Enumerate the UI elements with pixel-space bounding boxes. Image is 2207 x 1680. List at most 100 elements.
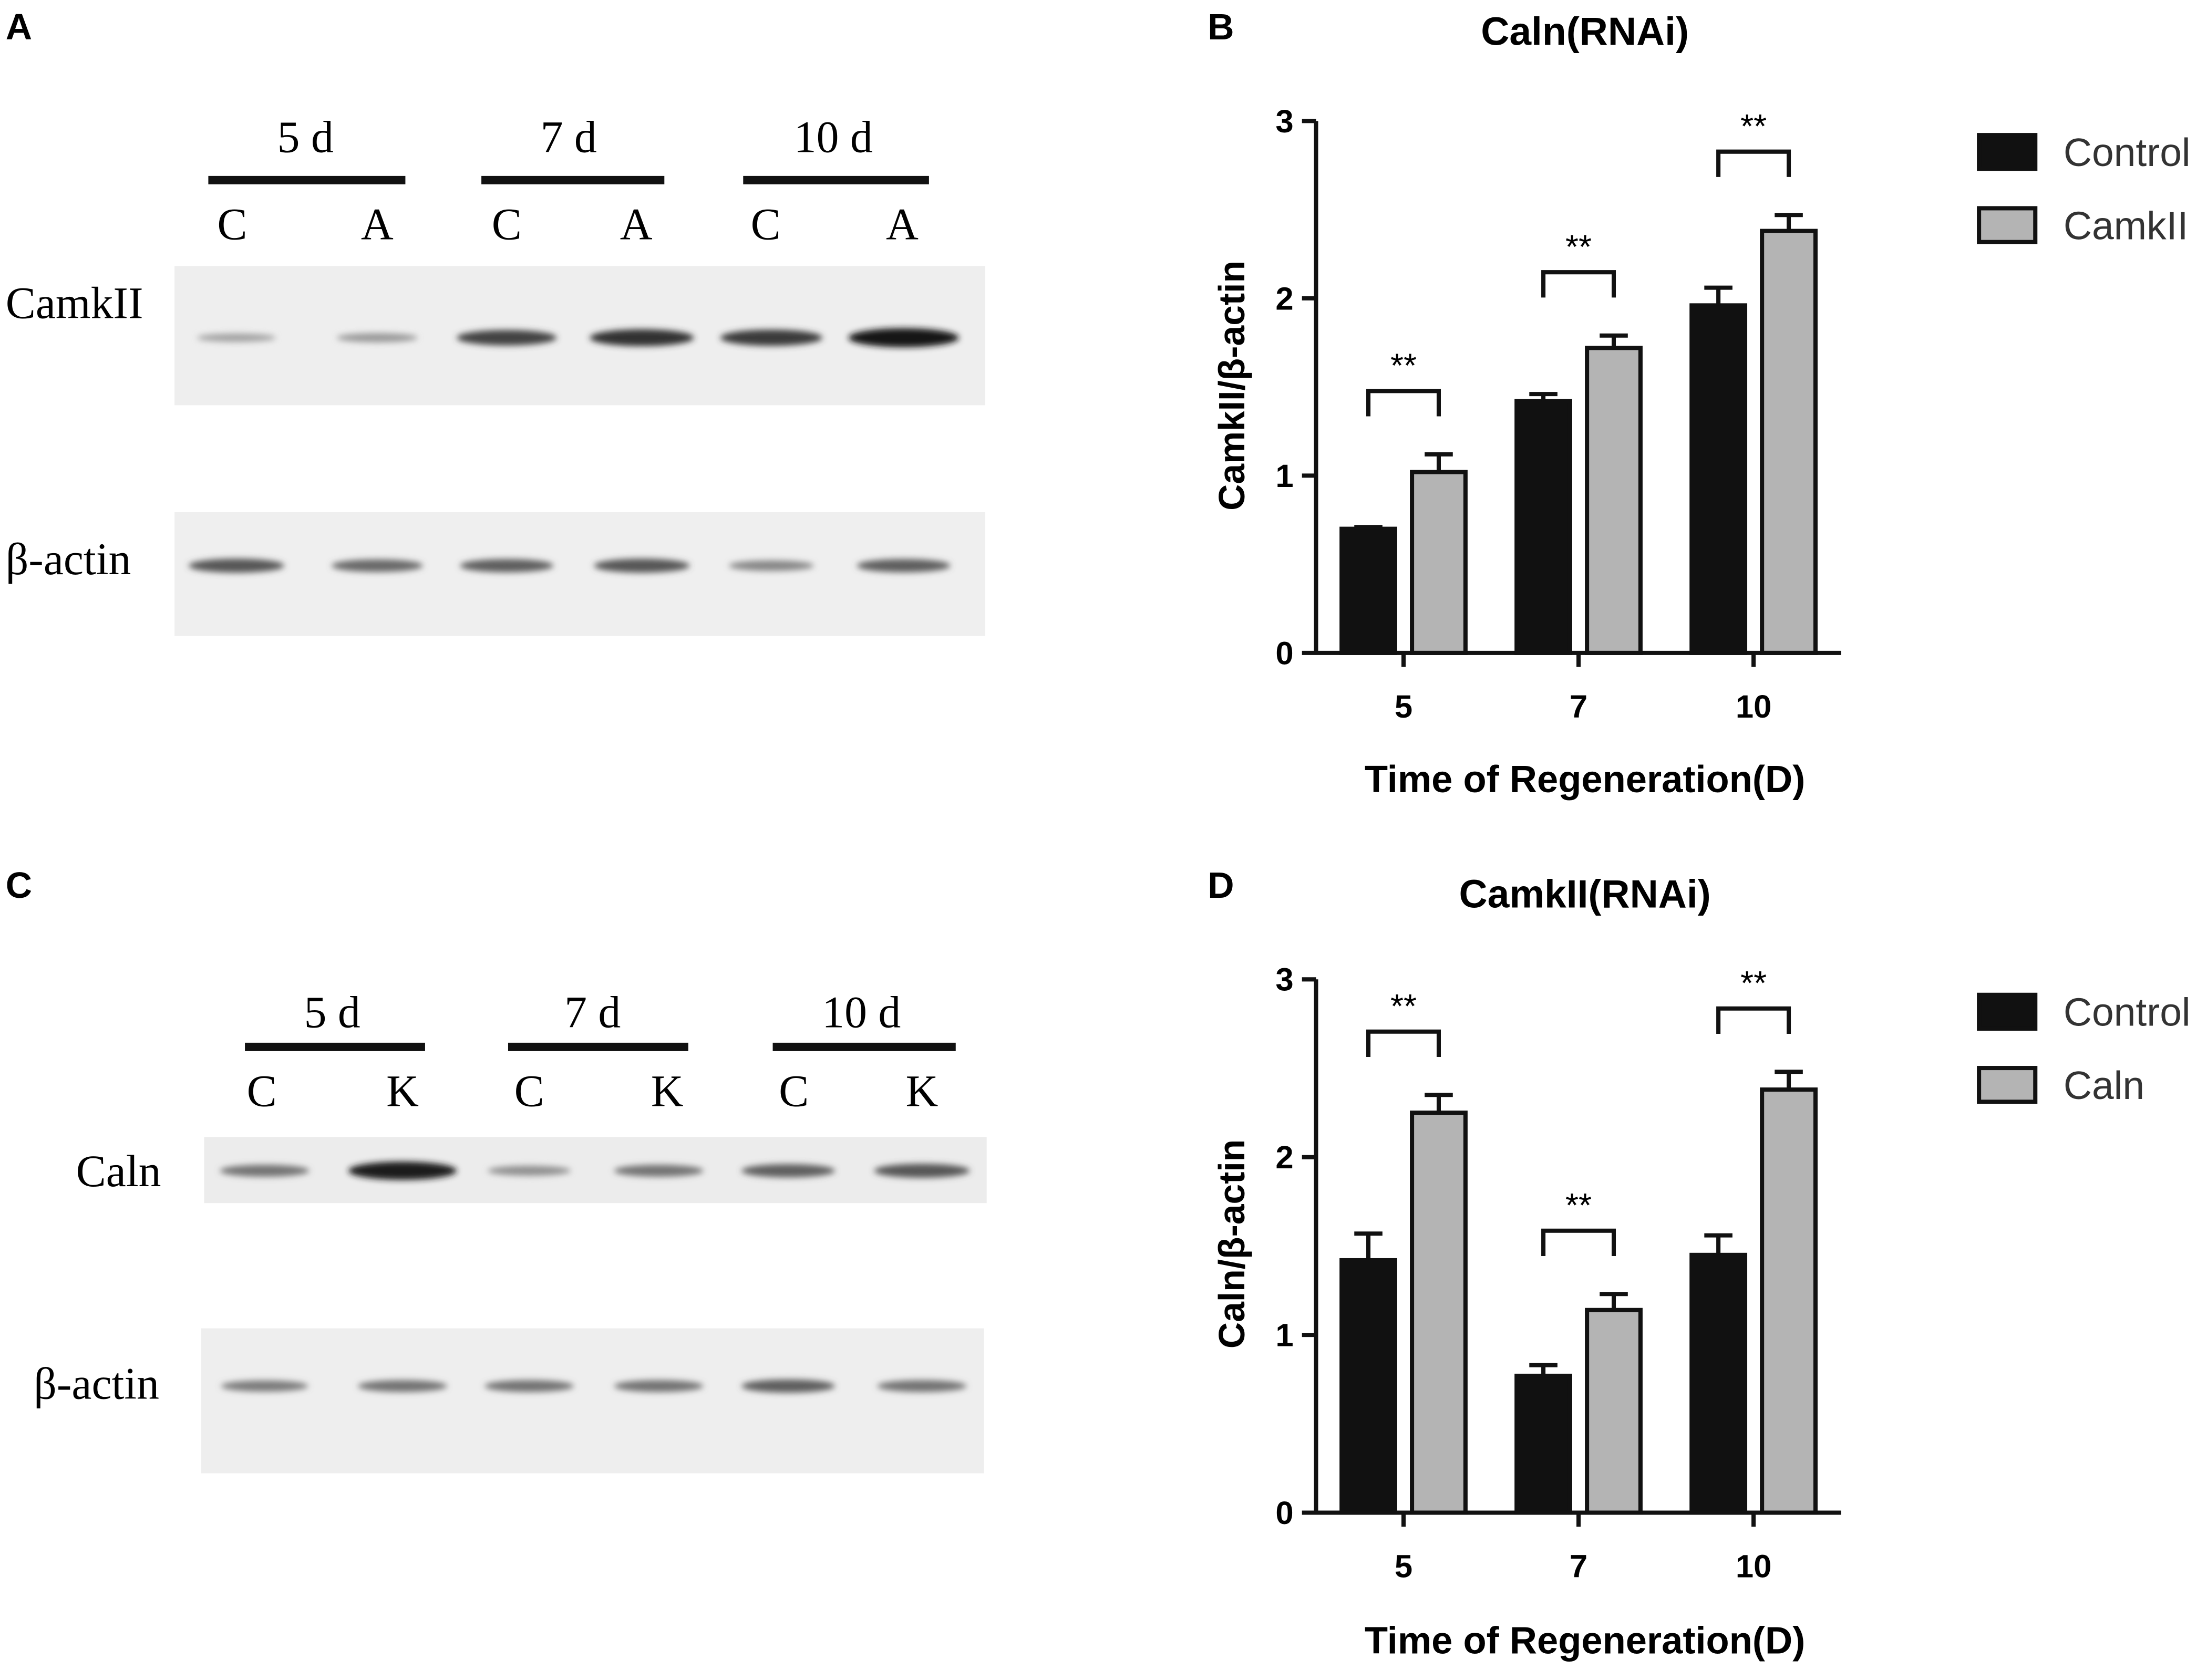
- legend-swatch: [1977, 1066, 2038, 1104]
- y-tick-label: 0: [1275, 1495, 1293, 1531]
- chart-b-x-axis-label: Time of Regeneration(D): [1365, 759, 1805, 801]
- legend-label: CamkII: [2064, 203, 2189, 247]
- bar: [1410, 470, 1468, 655]
- x-tick-label: 7: [1570, 1549, 1587, 1585]
- significance-bracket: [1541, 270, 1616, 298]
- blot-band: [614, 1380, 704, 1392]
- legend-label: Control: [2064, 130, 2191, 174]
- blot-lane-label: K: [386, 1066, 419, 1116]
- panel-d-letter: D: [1208, 865, 1234, 906]
- x-tick-label: 10: [1736, 689, 1772, 725]
- chart-d-y-axis-label: Caln/β-actin: [1211, 1139, 1252, 1349]
- x-tick-label: 10: [1736, 1549, 1772, 1585]
- blot-band: [460, 559, 554, 573]
- blot-group-label: 10 d: [822, 987, 901, 1037]
- significance-label: **: [1565, 1186, 1592, 1224]
- bar: [1760, 1087, 1818, 1515]
- blot-band: [348, 1162, 457, 1180]
- y-tick-label: 0: [1275, 635, 1293, 671]
- blot-band: [874, 1164, 970, 1178]
- x-tick-label: 5: [1395, 689, 1412, 725]
- y-tick-label: 1: [1275, 1318, 1293, 1354]
- panel-a-western-blot: A 5 d C A 7 d C A 10 d C A CamkII β-actin: [6, 6, 986, 636]
- significance-bracket: [1366, 389, 1441, 417]
- significance-label: **: [1740, 107, 1767, 145]
- blot-band: [484, 1380, 574, 1392]
- blot-band: [188, 558, 285, 573]
- significance-label: **: [1740, 964, 1767, 1002]
- panel-a-letter: A: [6, 6, 32, 47]
- y-tick-label: 2: [1275, 1139, 1293, 1176]
- x-tick-label: 7: [1570, 689, 1587, 725]
- blot-row-label: Caln: [76, 1146, 161, 1196]
- blot-lane-label: K: [651, 1066, 684, 1116]
- legend-label: Caln: [2064, 1063, 2144, 1107]
- chart-d-title: CamkII(RNAi): [1459, 872, 1710, 916]
- blot-band: [221, 1380, 308, 1392]
- blot-band: [728, 560, 814, 571]
- y-tick-label: 3: [1275, 962, 1293, 998]
- blot-lane-label: C: [751, 199, 781, 249]
- significance-bracket: [1716, 149, 1791, 177]
- blot-row-label: β-actin: [6, 534, 131, 584]
- blot-band: [220, 1165, 310, 1177]
- bar: [1760, 229, 1818, 655]
- blot-row-label: β-actin: [34, 1359, 159, 1409]
- blot-lane-label: A: [361, 199, 394, 249]
- blot-lane-label: A: [620, 199, 653, 249]
- legend-swatch: [1977, 133, 2038, 171]
- blot-membrane: [174, 512, 986, 636]
- blot-membrane: [201, 1328, 984, 1474]
- legend-label: Control: [2064, 990, 2191, 1034]
- y-tick-label: 3: [1275, 103, 1293, 140]
- blot-band: [741, 1379, 836, 1393]
- blot-lane-label: C: [779, 1066, 809, 1116]
- bar: [1585, 346, 1643, 655]
- significance-label: **: [1390, 987, 1417, 1025]
- blot-band: [594, 558, 690, 573]
- chart-b-y-axis-label: CamkII/β-actin: [1211, 261, 1252, 511]
- bar: [1339, 526, 1397, 655]
- blot-lane-label: A: [886, 199, 919, 249]
- blot-lane-label: K: [906, 1066, 939, 1116]
- panel-c-letter: C: [6, 865, 32, 906]
- blot-group-label: 10 d: [794, 112, 873, 162]
- blot-band: [358, 1380, 448, 1392]
- blot-band: [741, 1164, 836, 1178]
- significance-label: **: [1390, 347, 1417, 385]
- blot-lane-label: C: [217, 199, 247, 249]
- blot-membrane: [204, 1137, 987, 1204]
- blot-band: [848, 328, 959, 347]
- blot-band: [457, 330, 557, 346]
- blot-group-label: 7 d: [564, 987, 621, 1037]
- bar: [1689, 303, 1748, 655]
- y-tick-label: 1: [1275, 458, 1293, 494]
- panel-b-letter: B: [1208, 6, 1234, 47]
- blot-group-label: 5 d: [304, 987, 360, 1037]
- blot-lane-label: C: [514, 1066, 544, 1116]
- blot-group-label: 7 d: [541, 112, 597, 162]
- blot-row-label: CamkII: [6, 278, 143, 328]
- blot-band: [336, 333, 418, 343]
- legend-swatch: [1977, 206, 2038, 244]
- bar: [1339, 1258, 1397, 1515]
- blot-band: [877, 1380, 967, 1392]
- bar: [1689, 1252, 1748, 1515]
- legend-swatch: [1977, 992, 2038, 1031]
- blot-band: [857, 559, 951, 573]
- panel-d-bar-chart: D CamkII(RNAi) Time of Regeneration(D) C…: [1208, 865, 2190, 1662]
- blot-band: [197, 333, 276, 342]
- significance-label: **: [1565, 227, 1592, 265]
- significance-bracket: [1366, 1029, 1441, 1057]
- blot-lane-label: C: [492, 199, 522, 249]
- bar: [1410, 1111, 1468, 1515]
- blot-band: [720, 329, 822, 346]
- blot-band: [590, 329, 694, 346]
- blot-band: [488, 1166, 571, 1176]
- blot-band: [614, 1165, 704, 1177]
- x-tick-label: 5: [1395, 1549, 1412, 1585]
- bar: [1514, 399, 1572, 655]
